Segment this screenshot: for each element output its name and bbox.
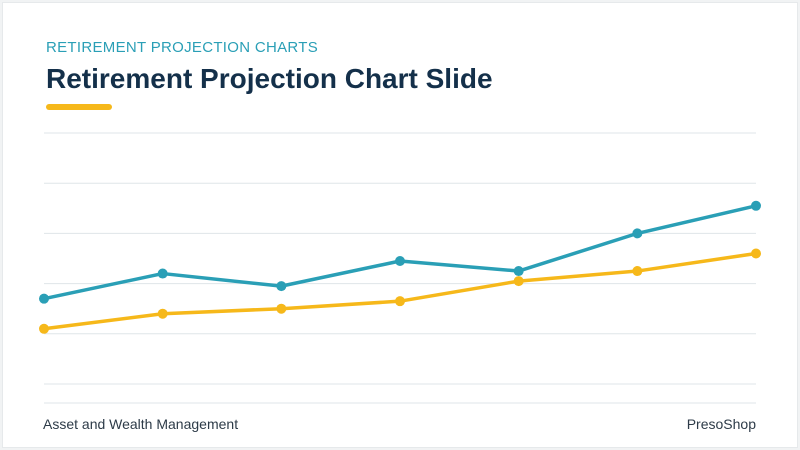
data-point-series-2	[157, 308, 168, 319]
data-point-series-1	[751, 200, 761, 211]
data-point-series-2	[513, 276, 524, 287]
data-point-series-1	[276, 281, 287, 292]
title-accent-bar	[46, 104, 112, 110]
data-point-series-2	[276, 303, 287, 314]
data-point-series-2	[395, 296, 405, 307]
data-point-series-2	[632, 266, 643, 277]
footer-brand: PresoShop	[686, 416, 756, 432]
data-point-series-1	[39, 293, 49, 304]
slide-eyebrow: RETIREMENT PROJECTION CHARTS	[46, 39, 319, 56]
data-point-series-2	[39, 323, 49, 334]
data-point-series-1	[513, 266, 524, 277]
footer-company: Asset and Wealth Management	[43, 416, 239, 432]
data-point-series-2	[751, 248, 761, 259]
data-point-series-1	[157, 268, 168, 279]
slide-title: Retirement Projection Chart Slide	[46, 63, 493, 94]
data-point-series-1	[395, 256, 405, 267]
series-line-1	[42, 204, 758, 301]
data-point-series-1	[632, 228, 643, 239]
